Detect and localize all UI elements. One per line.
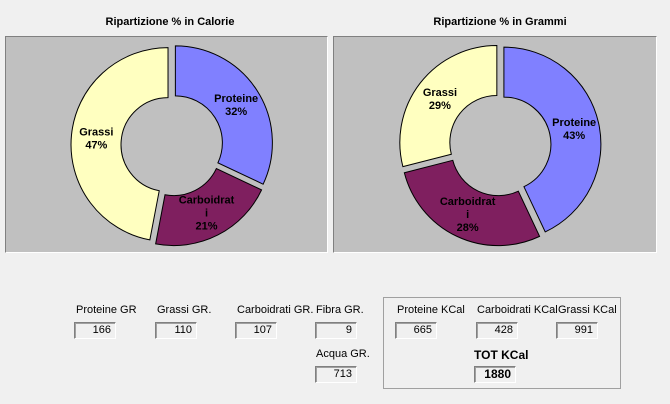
proteine-gr-field[interactable]: 166 — [74, 322, 116, 339]
grassi-kcal-label: Grassi KCal — [558, 304, 617, 316]
tot-kcal-label: TOT KCal — [474, 348, 529, 362]
slice-carboidrati — [403, 159, 541, 247]
carboidrati-gr-label: Carboidrati GR. — [237, 304, 314, 316]
slice-grassi — [70, 47, 169, 241]
proteine-kcal-label: Proteine KCal — [397, 304, 465, 316]
slice-proteine — [503, 46, 602, 233]
slice-carboidrati — [155, 167, 263, 247]
fibra-gr-label: Fibra GR. — [316, 304, 364, 316]
carboidrati-kcal-field[interactable]: 428 — [476, 322, 518, 339]
acqua-gr-field[interactable]: 713 — [315, 366, 357, 383]
carboidrati-kcal-label: Carboidrati KCal — [477, 304, 558, 316]
carboidrati-gr-field[interactable]: 107 — [235, 322, 277, 339]
chart-title-calorie: Ripartizione % in Calorie — [105, 16, 235, 28]
acqua-gr-label: Acqua GR. — [316, 348, 370, 360]
chart-title-grammi: Ripartizione % in Grammi — [433, 16, 567, 28]
chart-calorie: Proteine 32% Carboidrat i 21% Grassi 47% — [5, 36, 328, 253]
proteine-gr-label: Proteine GR — [76, 304, 137, 316]
grassi-gr-field[interactable]: 110 — [155, 322, 197, 339]
grassi-gr-label: Grassi GR. — [157, 304, 212, 316]
kcal-group-box — [383, 297, 621, 389]
slice-label-grassi: Grassi 47% — [79, 126, 113, 151]
slice-label-carboidrati: Carboidrat i 21% — [179, 195, 235, 233]
slice-label-carboidrati: Carboidrat i 28% — [440, 196, 496, 234]
proteine-kcal-field[interactable]: 665 — [395, 322, 437, 339]
slice-grassi — [399, 45, 498, 168]
grassi-kcal-field[interactable]: 991 — [556, 322, 598, 339]
chart-grammi: Proteine 43% Carboidrat i 28% Grassi 29% — [333, 36, 657, 253]
fibra-gr-field[interactable]: 9 — [315, 322, 357, 339]
slice-label-proteine: Proteine 32% — [214, 93, 258, 118]
tot-kcal-field[interactable]: 1880 — [474, 366, 516, 383]
slice-proteine — [174, 45, 273, 185]
chart-calorie-svg: Proteine 32% Carboidrat i 21% Grassi 47% — [70, 45, 273, 247]
slice-label-grassi: Grassi 29% — [423, 87, 457, 112]
slice-label-proteine: Proteine 43% — [552, 117, 596, 142]
chart-grammi-svg: Proteine 43% Carboidrat i 28% Grassi 29% — [399, 45, 602, 247]
